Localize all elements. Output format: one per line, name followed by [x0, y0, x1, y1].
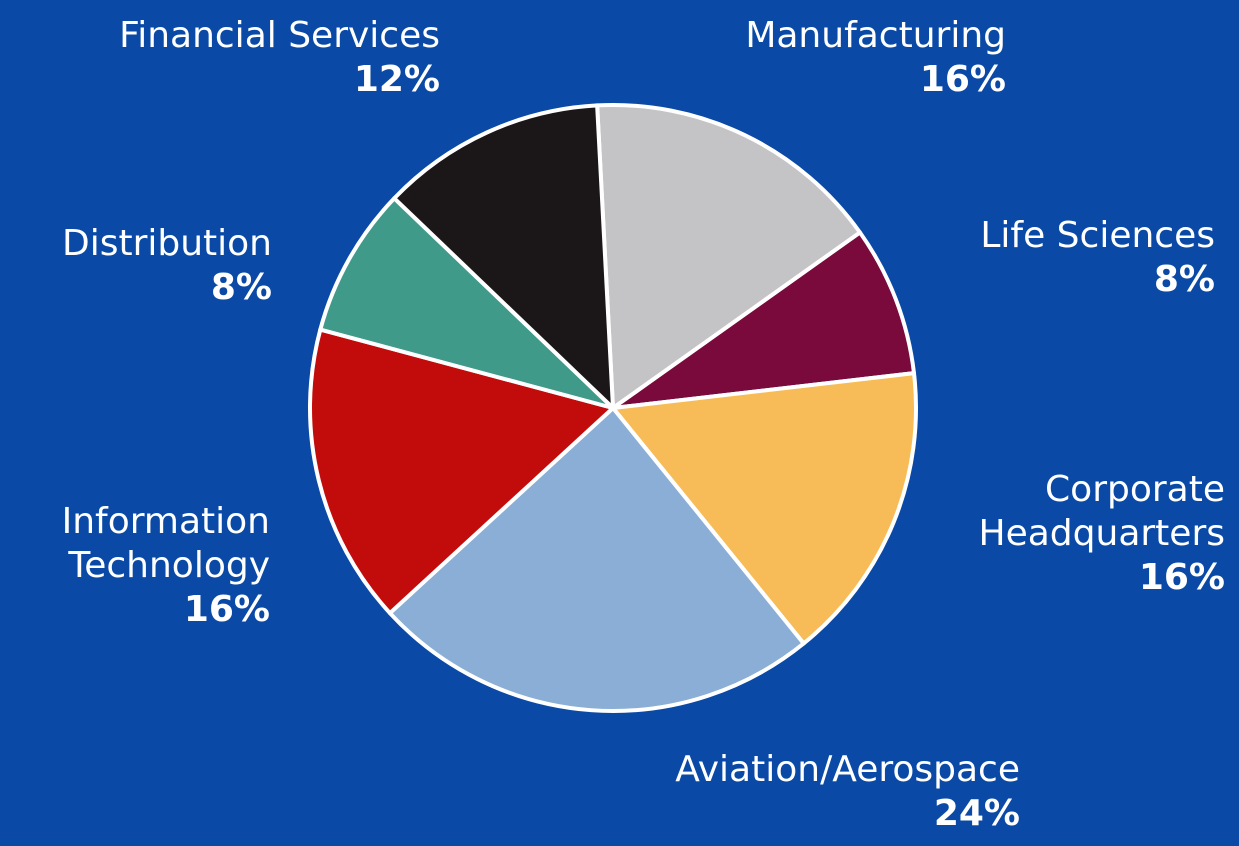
label-financial-services-pct: 12%: [353, 59, 440, 100]
pie-slice-information-technology: [308, 327, 615, 616]
pie-slice-life-sciences: [611, 230, 916, 410]
label-aviation-aerospace: Aviation/Aerospace 24%: [560, 748, 1020, 836]
label-life-sciences-pct: 8%: [1153, 259, 1215, 300]
label-distribution-pct: 8%: [210, 267, 272, 308]
label-corporate-pct: 16%: [1138, 557, 1225, 598]
label-infotech-line2: Technology: [68, 545, 270, 586]
label-distribution-name: Distribution: [61, 223, 272, 264]
label-financial-services-name: Financial Services: [119, 15, 440, 56]
label-financial-services: Financial Services 12%: [40, 14, 440, 102]
label-corporate-headquarters: Corporate Headquarters 16%: [900, 468, 1225, 600]
label-manufacturing-name: Manufacturing: [745, 15, 1006, 56]
label-aviation-pct: 24%: [933, 793, 1020, 834]
label-manufacturing-pct: 16%: [919, 59, 1006, 100]
label-infotech-line1: Information: [61, 501, 270, 542]
label-information-technology: Information Technology 16%: [0, 500, 270, 632]
pie-slice-distribution: [318, 196, 615, 410]
label-life-sciences: Life Sciences 8%: [900, 214, 1215, 302]
label-corporate-line1: Corporate: [1045, 469, 1225, 510]
pie-slice-manufacturing: [595, 103, 862, 410]
label-aviation-name: Aviation/Aerospace: [675, 749, 1020, 790]
label-distribution: Distribution 8%: [0, 222, 272, 310]
label-infotech-pct: 16%: [183, 589, 270, 630]
label-life-sciences-name: Life Sciences: [980, 215, 1215, 256]
label-corporate-line2: Headquarters: [978, 513, 1225, 554]
pie-slice-financial-services: [392, 103, 615, 410]
pie-slice-corporate-headquarters: [611, 371, 918, 646]
label-manufacturing: Manufacturing 16%: [640, 14, 1006, 102]
pie-slice-aviation-aerospace: [387, 406, 806, 713]
